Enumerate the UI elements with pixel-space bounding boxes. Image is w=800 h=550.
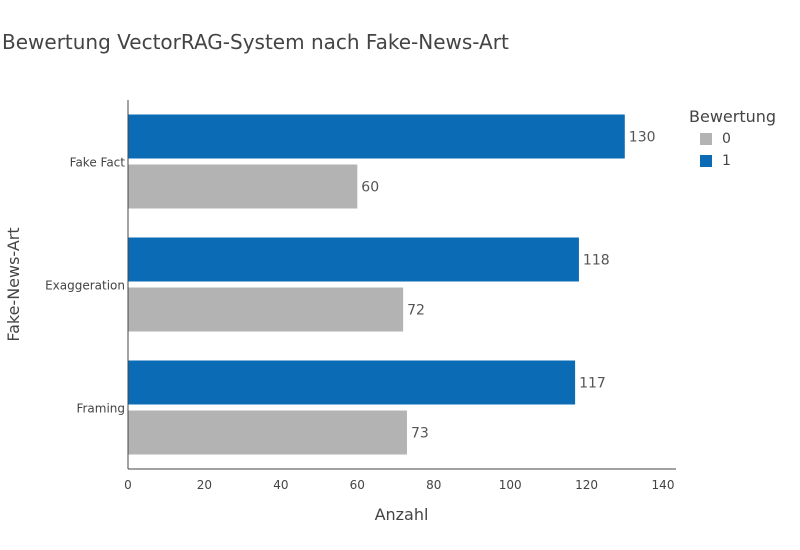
legend-label-1: 1 [722, 153, 731, 169]
data-label-exaggeration-series-0: 72 [407, 303, 425, 319]
legend-swatch-1 [700, 155, 712, 167]
bar-exaggeration-series-0 [128, 287, 404, 332]
y-tick-label: Exaggeration [45, 279, 125, 293]
data-label-framing-series-0: 73 [411, 426, 429, 442]
legend-item-1[interactable]: 1 [689, 150, 776, 172]
y-tick-label: Framing [76, 402, 125, 416]
y-axis-title: Fake-News-Art [4, 227, 23, 341]
y-tick-label: Fake Fact [70, 156, 126, 170]
bar-framing-series-1 [128, 360, 576, 405]
axes-layer: Fake Fact Exaggeration Framing 0 20 40 60 80 100… [4, 100, 676, 524]
x-tick-label: 100 [499, 478, 522, 492]
x-tick-label: 40 [273, 478, 288, 492]
data-label-exaggeration-series-1: 118 [583, 253, 610, 269]
bars-layer: 130 60 118 72 117 73 [128, 114, 656, 455]
x-tick-label: 80 [426, 478, 441, 492]
data-label-framing-series-1: 117 [579, 376, 606, 392]
bar-fake-fact-series-1 [128, 114, 625, 159]
x-tick-label: 0 [124, 478, 132, 492]
x-tick-label: 20 [197, 478, 212, 492]
legend-label-0: 0 [722, 131, 731, 147]
data-label-fake-fact-series-1: 130 [629, 130, 656, 146]
x-axis-title: Anzahl [375, 505, 429, 524]
legend-swatch-0 [700, 133, 712, 145]
bar-exaggeration-series-1 [128, 237, 579, 282]
legend-item-0[interactable]: 0 [689, 128, 776, 150]
x-tick-label: 60 [350, 478, 365, 492]
data-label-fake-fact-series-0: 60 [361, 180, 379, 196]
x-tick-label: 140 [652, 478, 675, 492]
chart-title: Bewertung VectorRAG-System nach Fake-New… [2, 30, 509, 54]
legend: Bewertung 0 1 [689, 107, 776, 172]
x-tick-label: 120 [575, 478, 598, 492]
legend-title: Bewertung [689, 107, 777, 126]
bar-fake-fact-series-0 [128, 164, 358, 209]
bar-framing-series-0 [128, 410, 407, 455]
